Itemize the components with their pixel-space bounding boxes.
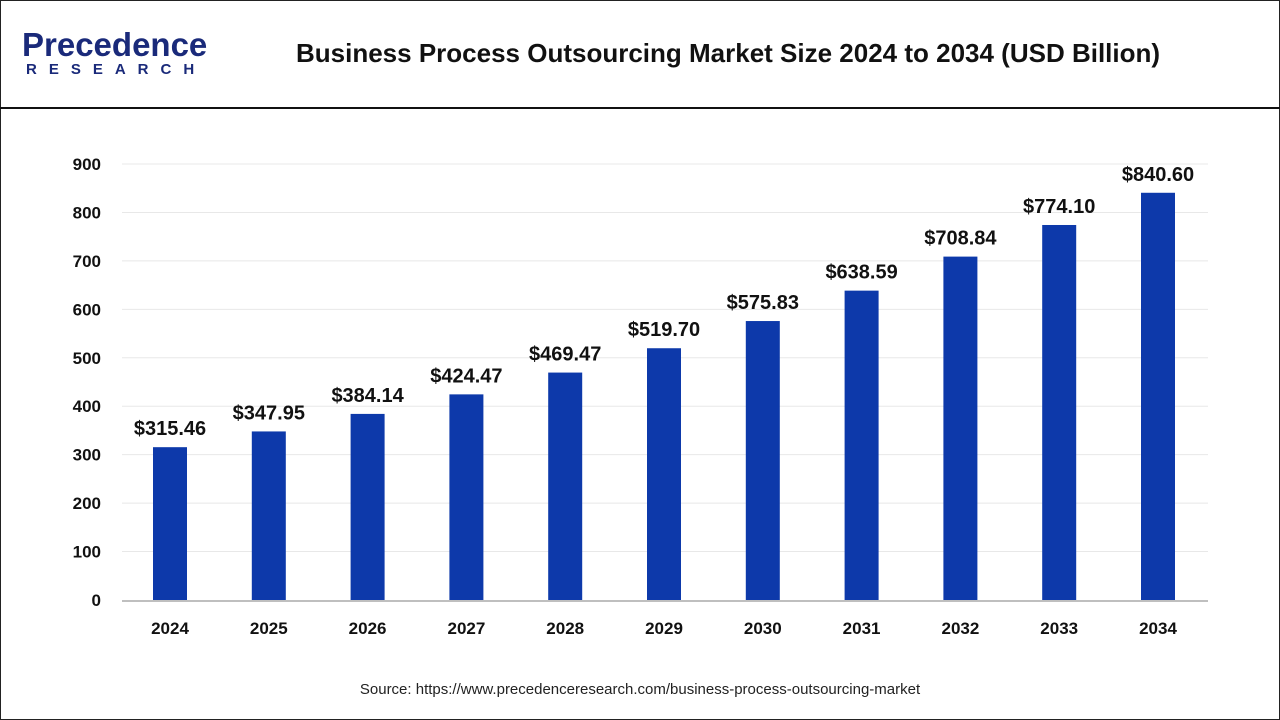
x-tick-label: 2028 <box>546 619 584 638</box>
x-tick-label: 2029 <box>645 619 683 638</box>
x-tick-label: 2025 <box>250 619 288 638</box>
data-label: $384.14 <box>331 385 404 407</box>
bar <box>745 321 780 600</box>
bar <box>1042 224 1077 600</box>
x-tick-label: 2034 <box>1139 619 1177 638</box>
chart-title: Business Process Outsourcing Market Size… <box>296 38 1161 68</box>
header: Precedence RESEARCH Business Process Out… <box>0 0 1280 109</box>
bar <box>548 372 583 600</box>
logo-line2: RESEARCH <box>26 61 207 78</box>
logo-line1: Precedence <box>22 26 208 63</box>
x-tick-label: 2026 <box>349 619 387 638</box>
data-label: $774.10 <box>1023 196 1095 218</box>
y-tick-label: 500 <box>73 349 101 368</box>
y-tick-label: 0 <box>92 591 101 610</box>
data-label: $708.84 <box>924 228 997 250</box>
bar <box>153 447 187 600</box>
data-label: $315.46 <box>134 418 206 440</box>
bar <box>251 431 286 600</box>
x-tick-label: 2033 <box>1040 619 1078 638</box>
y-tick-label: 300 <box>73 446 101 465</box>
data-label: $840.60 <box>1122 164 1194 186</box>
y-tick-label: 100 <box>73 543 101 562</box>
data-label: $519.70 <box>628 319 700 341</box>
y-tick-label: 600 <box>73 300 101 319</box>
bar <box>943 256 978 600</box>
bar <box>844 290 879 600</box>
y-tick-label: 900 <box>73 155 101 174</box>
x-tick-label: 2030 <box>744 619 782 638</box>
bar <box>449 394 484 600</box>
data-label: $469.47 <box>529 344 601 366</box>
y-tick-label: 700 <box>73 252 101 271</box>
data-label: $638.59 <box>825 262 897 284</box>
y-tick-label: 200 <box>73 494 101 513</box>
x-tick-label: 2027 <box>447 619 485 638</box>
bar <box>1141 192 1175 600</box>
x-tick-label: 2024 <box>151 619 189 638</box>
y-tick-label: 800 <box>73 203 101 222</box>
y-tick-label: 400 <box>73 397 101 416</box>
source-note: Source: https://www.precedenceresearch.c… <box>359 681 921 698</box>
x-tick-label: 2032 <box>941 619 979 638</box>
bar <box>647 348 681 600</box>
logo: Precedence RESEARCH <box>22 28 207 78</box>
data-label: $575.83 <box>727 292 799 314</box>
bar <box>350 413 385 600</box>
x-tick-label: 2031 <box>843 619 881 638</box>
data-label: $347.95 <box>233 402 305 424</box>
data-label: $424.47 <box>430 365 502 387</box>
